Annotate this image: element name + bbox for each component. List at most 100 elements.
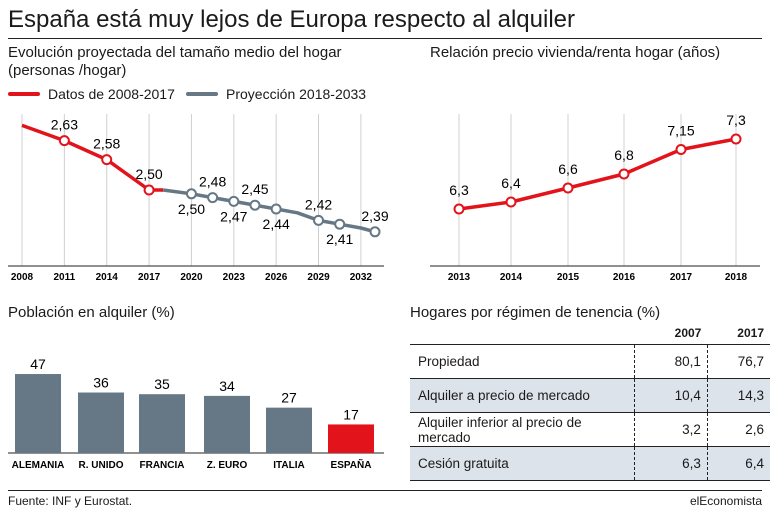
title-divider [8, 38, 762, 39]
data-point [334, 218, 346, 230]
household-chart-subtitle: (personas /hogar) [8, 62, 127, 79]
data-label: 2,48 [199, 174, 226, 190]
row-label: Alquiler inferior al precio de mercado [418, 414, 582, 445]
legend-historic-swatch [8, 92, 40, 96]
data-point [207, 192, 219, 204]
row-value-2017: 2,6 [706, 412, 770, 447]
table-row: Propiedad 80,1 76,7 [410, 344, 770, 379]
data-point [618, 168, 630, 180]
x-tick-label: 2017 [670, 272, 693, 283]
x-tick-label: R. UNIDO [79, 460, 124, 471]
legend-projection: Proyección 2018-2033 [186, 86, 366, 102]
row-value-2007: 3,2 [634, 412, 708, 447]
bar-value-label: 35 [154, 376, 170, 392]
x-tick-label: 2018 [725, 272, 748, 283]
data-label: 6,4 [501, 175, 521, 191]
data-point [730, 133, 742, 145]
bar-alemania [15, 374, 61, 453]
row-value-2017: 14,3 [706, 378, 770, 413]
price-income-chart-title: Relación precio vivienda/renta hogar (añ… [430, 44, 721, 61]
bar-r-unido [78, 392, 124, 453]
row-label: Propiedad [418, 354, 480, 369]
source-note: Fuente: INF y Eurostat. [8, 494, 133, 508]
x-tick-label: 2032 [350, 272, 373, 283]
data-point [143, 184, 155, 196]
x-tick-label: 2015 [557, 272, 580, 283]
price-income-chart: 2013 2014 2015 2016 2017 2018 6,3 6,4 6,6 6,8 7,15… [430, 112, 760, 283]
bar-value-label: 47 [30, 356, 46, 372]
household-size-chart: 2008 2011 2014 2017 2020 2023 2026 2029 2032 2,63… [8, 114, 389, 283]
row-value-2017: 6,4 [706, 446, 770, 481]
x-tick-label: 2011 [54, 272, 76, 283]
x-tick-label: 2013 [448, 272, 471, 283]
x-tick-label: FRANCIA [140, 460, 185, 471]
x-tick-label: Z. EURO [207, 460, 248, 471]
tenure-table-title: Hogares por régimen de tenencia (%) [410, 304, 661, 321]
data-label: 2,50 [135, 166, 162, 182]
data-label: 6,8 [614, 147, 634, 163]
legend-projection-label: Proyección 2018-2033 [226, 86, 367, 102]
row-label: Cesión gratuita [410, 446, 635, 481]
brand-logo: elEconomista [689, 494, 762, 508]
bar-value-label: 17 [343, 406, 359, 422]
x-tick-label: 2026 [265, 272, 288, 283]
data-point [270, 203, 282, 215]
household-chart-title: Evolución proyectada del tamaño medio de… [8, 44, 342, 61]
data-point [369, 226, 381, 238]
bar-italia [266, 407, 312, 453]
x-tick-label: ESPAÑA [331, 458, 372, 471]
table-row: Alquiler a precio de mercado 10,4 14,3 [410, 378, 770, 413]
row-value-2017: 76,7 [706, 344, 770, 379]
data-label: 7,15 [667, 123, 694, 139]
x-tick-label: 2016 [613, 272, 636, 283]
row-label: Alquiler a precio de mercado [410, 378, 635, 413]
data-label: 7,3 [726, 112, 746, 128]
table-row: Alquiler inferior al precio de mercado 3… [410, 412, 770, 447]
row-value-2007: 10,4 [634, 378, 708, 413]
tenure-header-blank [410, 322, 635, 345]
tenure-table: 2007 2017 Propiedad 80,1 76,7 Alquiler a… [410, 322, 770, 481]
data-label: 2,58 [93, 136, 120, 152]
data-point [313, 214, 325, 226]
x-tick-label: ITALIA [273, 460, 304, 471]
row-value-2007: 6,3 [634, 446, 708, 481]
data-label: 6,6 [558, 161, 578, 177]
x-tick-label: 2029 [307, 272, 330, 283]
bar-z-euro [204, 395, 250, 453]
legend-projection-swatch [186, 92, 218, 96]
legend-historic: Datos de 2008-2017 [8, 86, 175, 102]
data-label: 2,50 [178, 201, 205, 217]
bar-value-label: 36 [93, 375, 109, 391]
x-tick-label: 2017 [138, 272, 161, 283]
tenure-header-2007: 2007 [674, 326, 702, 340]
data-label: 2,47 [220, 208, 247, 224]
data-label: 2,41 [326, 231, 353, 247]
data-point [562, 182, 574, 194]
bar-value-label: 34 [219, 378, 235, 394]
rental-chart-title: Población en alquiler (%) [8, 304, 175, 321]
page-title: España está muy lejos de Europa respecto… [8, 6, 575, 33]
table-row: Cesión gratuita 6,3 6,4 [410, 446, 770, 481]
data-point [453, 203, 465, 215]
row-value-2007: 80,1 [634, 344, 708, 379]
data-point [249, 199, 261, 211]
data-label: 6,3 [449, 182, 469, 198]
data-label: 2,44 [263, 216, 290, 232]
x-tick-label: 2008 [11, 272, 34, 283]
x-tick-label: 2023 [223, 272, 246, 283]
data-label: 2,39 [361, 208, 388, 224]
data-label: 2,45 [241, 181, 268, 197]
data-point [505, 196, 517, 208]
bar-francia [139, 394, 185, 453]
data-label: 2,42 [305, 196, 332, 212]
footer-divider [8, 490, 762, 491]
series-line [458, 137, 737, 211]
rental-population-chart: 47 ALEMANIA 36 R. UNIDO 35 FRANCIA 34 Z. EURO 27… [8, 356, 384, 471]
x-tick-label: 2014 [96, 272, 119, 283]
bar-value-label: 27 [281, 390, 297, 406]
x-tick-label: 2020 [180, 272, 203, 283]
x-tick-label: 2014 [500, 272, 523, 283]
data-label: 2,63 [51, 117, 78, 133]
data-point [228, 195, 240, 207]
legend-historic-label: Datos de 2008-2017 [48, 86, 175, 102]
